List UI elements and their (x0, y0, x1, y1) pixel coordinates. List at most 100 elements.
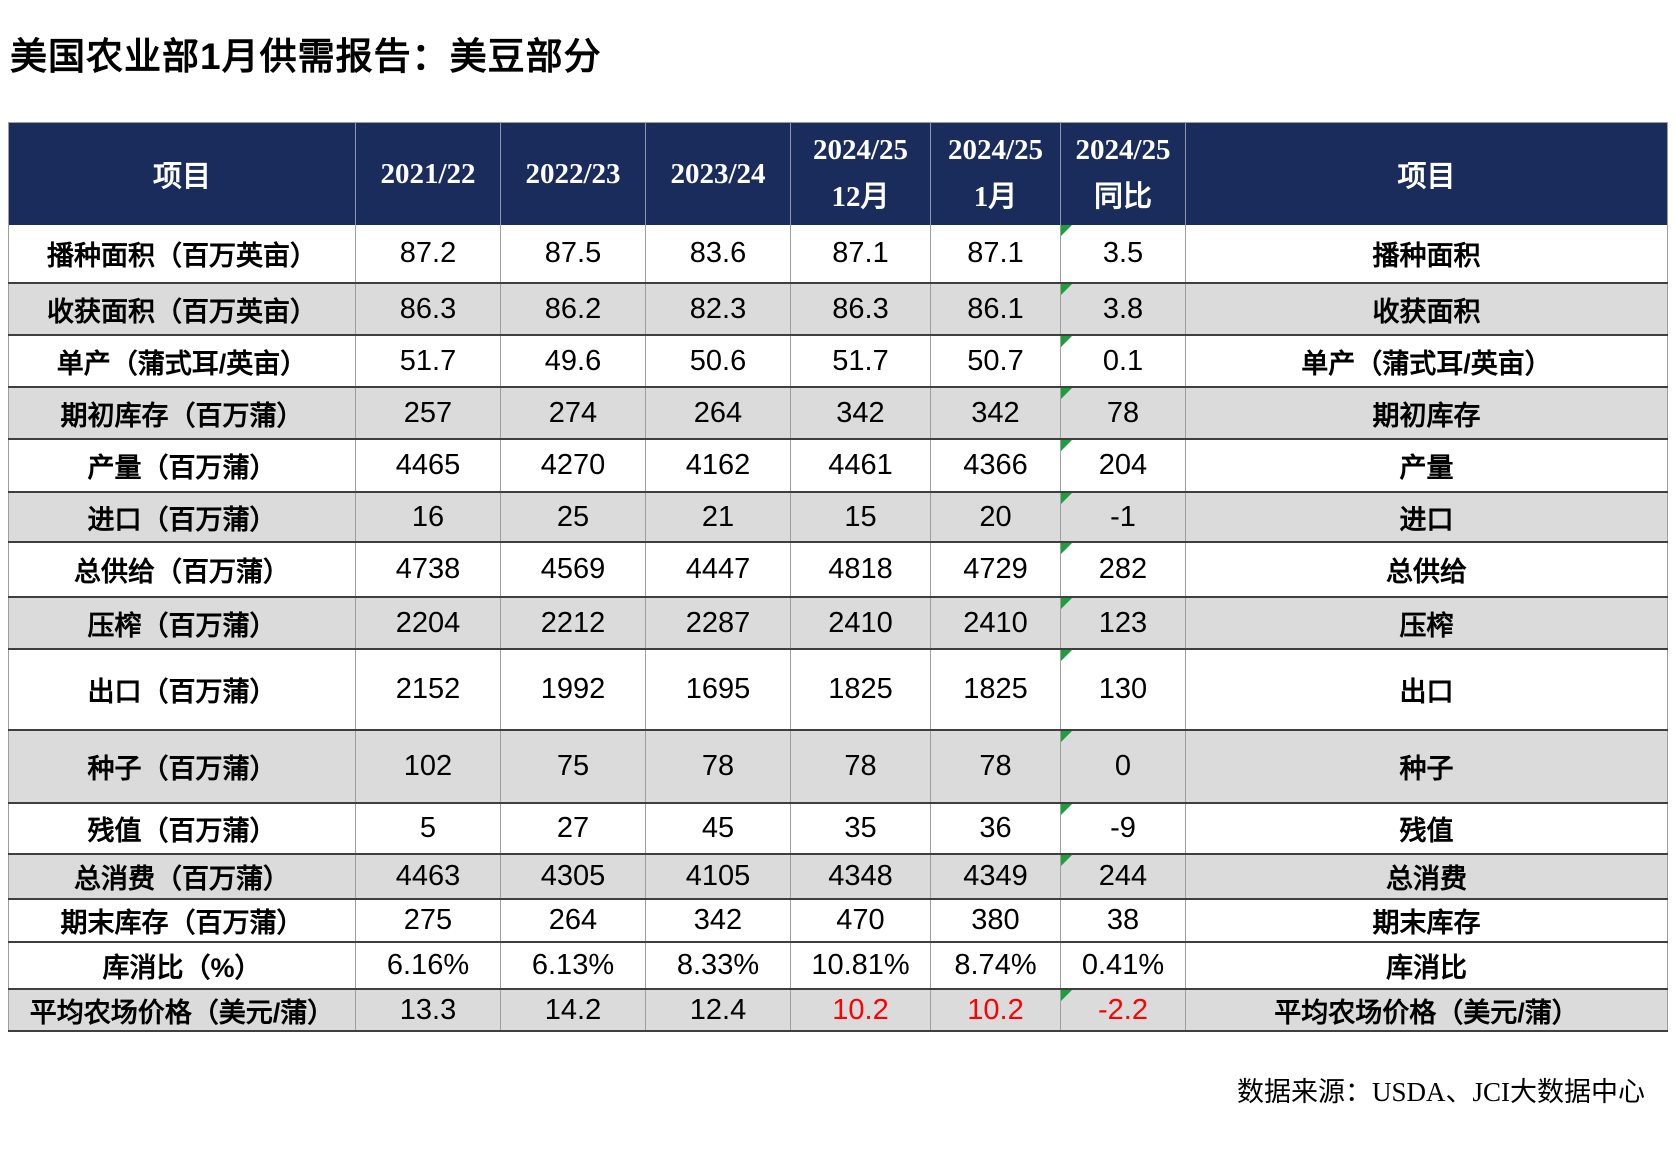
value-cell: 50.6 (645, 335, 791, 388)
header-label: 项目 (1397, 161, 1456, 193)
value-cell: 1695 (645, 649, 791, 731)
row-label-right: 库消比 (1185, 942, 1668, 990)
header-label: 2024/25 (812, 133, 909, 166)
table-row: 种子（百万蒲） 102 75 78 78 78 0 种子 (8, 730, 1668, 804)
header-label: 项目 (152, 161, 211, 193)
value-cell: 4348 (790, 854, 931, 900)
row-label-left: 期初库存（百万蒲） (8, 387, 356, 440)
row-label-left: 总供给（百万蒲） (8, 542, 356, 598)
value-cell: 4461 (790, 439, 931, 493)
row-label-right: 单产（蒲式耳/英亩） (1185, 335, 1668, 388)
row-label-left: 出口（百万蒲） (8, 649, 356, 731)
value-cell: 25 (500, 492, 646, 543)
yoy-cell: 282 (1060, 542, 1186, 598)
column-header-2024-25-yoy: 2024/25 同比 (1060, 122, 1186, 225)
value-cell: 86.3 (355, 283, 501, 336)
row-label-left: 产量（百万蒲） (8, 439, 356, 493)
row-label-right: 总消费 (1185, 854, 1668, 900)
header-label: 2024/25 (947, 133, 1044, 166)
value-cell: 78 (930, 730, 1061, 804)
row-label-right: 产量 (1185, 439, 1668, 493)
row-label-left: 压榨（百万蒲） (8, 597, 356, 650)
row-label-left: 期末库存（百万蒲） (8, 899, 356, 943)
value-cell: 2410 (930, 597, 1061, 650)
value-cell: 4366 (930, 439, 1061, 493)
value-cell: 6.16% (355, 942, 501, 990)
row-label-left: 种子（百万蒲） (8, 730, 356, 804)
value-cell: 4738 (355, 542, 501, 598)
table-row: 进口（百万蒲） 16 25 21 15 20 -1 进口 (8, 492, 1668, 543)
value-cell: 78 (645, 730, 791, 804)
value-cell: 10.2 (790, 989, 931, 1032)
value-cell: 4463 (355, 854, 501, 900)
table-row: 平均农场价格（美元/蒲） 13.3 14.2 12.4 10.2 10.2 -2.2 平均农场… (8, 989, 1668, 1032)
value-cell: 15 (790, 492, 931, 543)
value-cell: 5 (355, 803, 501, 855)
value-cell: 10.81% (790, 942, 931, 990)
yoy-cell: 0.41% (1060, 942, 1186, 990)
value-cell: 35 (790, 803, 931, 855)
row-label-right: 期初库存 (1185, 387, 1668, 440)
row-label-left: 残值（百万蒲） (8, 803, 356, 855)
yoy-cell: -1 (1060, 492, 1186, 543)
value-cell: 87.1 (930, 225, 1061, 284)
column-header-2023-24: 2023/24 (645, 122, 791, 225)
value-cell: 13.3 (355, 989, 501, 1032)
yoy-cell: 130 (1060, 649, 1186, 731)
value-cell: 1825 (930, 649, 1061, 731)
value-cell: 21 (645, 492, 791, 543)
yoy-cell: 0.1 (1060, 335, 1186, 388)
table-row: 单产（蒲式耳/英亩） 51.7 49.6 50.6 51.7 50.7 0.1 单产（蒲式耳/… (8, 335, 1668, 388)
value-cell: 50.7 (930, 335, 1061, 388)
value-cell: 257 (355, 387, 501, 440)
table-row: 总供给（百万蒲） 4738 4569 4447 4818 4729 282 总供给 (8, 542, 1668, 598)
value-cell: 12.4 (645, 989, 791, 1032)
value-cell: 342 (645, 899, 791, 943)
value-cell: 8.33% (645, 942, 791, 990)
table-row: 产量（百万蒲） 4465 4270 4162 4461 4366 204 产量 (8, 439, 1668, 493)
row-label-left: 播种面积（百万英亩） (8, 225, 356, 284)
value-cell: 36 (930, 803, 1061, 855)
row-label-right: 出口 (1185, 649, 1668, 731)
header-sublabel: 同比 (1093, 180, 1152, 213)
header-sublabel: 12月 (831, 180, 890, 213)
page-title: 美国农业部1月供需报告：美豆部分 (10, 36, 602, 77)
yoy-cell: 204 (1060, 439, 1186, 493)
header-row: 项目 2021/22 2022/23 2023/24 2024/25 12月 20… (8, 122, 1668, 225)
value-cell: 275 (355, 899, 501, 943)
value-cell: 4305 (500, 854, 646, 900)
value-cell: 274 (500, 387, 646, 440)
value-cell: 86.2 (500, 283, 646, 336)
table-row: 期初库存（百万蒲） 257 274 264 342 342 78 期初库存 (8, 387, 1668, 440)
yoy-cell: 3.8 (1060, 283, 1186, 336)
row-label-right: 平均农场价格（美元/蒲） (1185, 989, 1668, 1032)
table-header: 项目 2021/22 2022/23 2023/24 2024/25 12月 20… (8, 122, 1668, 225)
value-cell: 2152 (355, 649, 501, 731)
row-label-right: 压榨 (1185, 597, 1668, 650)
yoy-cell: 123 (1060, 597, 1186, 650)
header-sublabel: 1月 (973, 180, 1018, 213)
row-label-right: 期末库存 (1185, 899, 1668, 943)
value-cell: 4729 (930, 542, 1061, 598)
value-cell: 4349 (930, 854, 1061, 900)
value-cell: 264 (500, 899, 646, 943)
value-cell: 83.6 (645, 225, 791, 284)
header-label: 2021/22 (380, 157, 476, 190)
yoy-cell: 38 (1060, 899, 1186, 943)
value-cell: 87.2 (355, 225, 501, 284)
header-label: 2022/23 (525, 157, 621, 190)
value-cell: 51.7 (355, 335, 501, 388)
row-label-left: 单产（蒲式耳/英亩） (8, 335, 356, 388)
value-cell: 342 (790, 387, 931, 440)
value-cell: 87.1 (790, 225, 931, 284)
table-row: 残值（百万蒲） 5 27 45 35 36 -9 残值 (8, 803, 1668, 855)
table-body: 播种面积（百万英亩） 87.2 87.5 83.6 87.1 87.1 3.5 播种面积 收获面… (8, 225, 1668, 1032)
table-row: 出口（百万蒲） 2152 1992 1695 1825 1825 130 出口 (8, 649, 1668, 731)
table-row: 播种面积（百万英亩） 87.2 87.5 83.6 87.1 87.1 3.5 播种面积 (8, 225, 1668, 284)
value-cell: 264 (645, 387, 791, 440)
row-label-left: 库消比（%） (8, 942, 356, 990)
yoy-cell: 0 (1060, 730, 1186, 804)
row-label-right: 收获面积 (1185, 283, 1668, 336)
value-cell: 2410 (790, 597, 931, 650)
column-header-2024-25-dec: 2024/25 12月 (790, 122, 931, 225)
